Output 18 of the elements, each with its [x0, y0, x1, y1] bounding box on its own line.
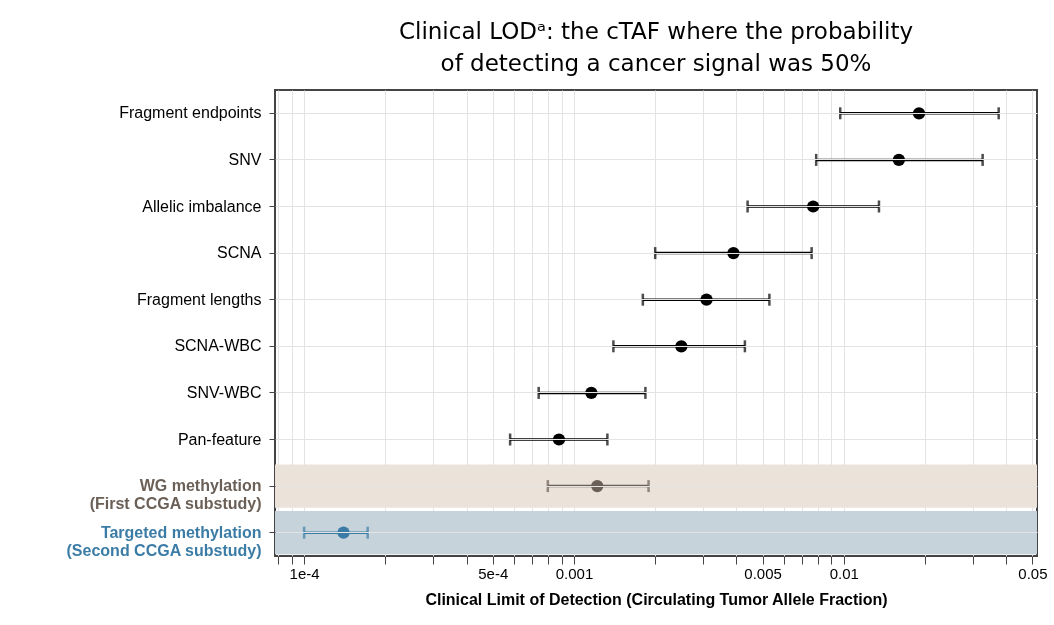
- x-tick-label: 1e-4: [289, 564, 320, 582]
- y-tick-label: SCNA: [217, 244, 262, 262]
- x-tick-label: 5e-4: [478, 564, 509, 582]
- x-tick-label: 0.001: [555, 564, 594, 582]
- y-tick-label: Targeted methylation (Second CCGA substudy): [66, 523, 262, 559]
- chart-title: Clinical LODᵃ: the cTAF where the probability of detecting a cancer signal was 50%: [398, 18, 914, 76]
- y-tick-label: Allelic imbalance: [142, 197, 262, 215]
- y-tick-label: SCNA-WBC: [174, 337, 262, 355]
- y-tick-label: Fragment endpoints: [119, 104, 262, 122]
- x-axis-title: Clinical Limit of Detection (Circulating Tumor Allele Fraction): [425, 590, 888, 608]
- y-tick-label: SNV-WBC: [186, 383, 262, 401]
- y-tick-label: SNV: [228, 150, 262, 168]
- y-tick-label: WG methylation (First CCGA substudy): [89, 477, 262, 513]
- y-tick-label: Fragment lengths: [136, 290, 262, 308]
- y-tick-label: Pan-feature: [177, 430, 262, 448]
- x-tick-label: 0.005: [744, 564, 782, 582]
- x-tick-label: 0.01: [829, 564, 859, 582]
- x-tick-label: 0.05: [1018, 564, 1048, 582]
